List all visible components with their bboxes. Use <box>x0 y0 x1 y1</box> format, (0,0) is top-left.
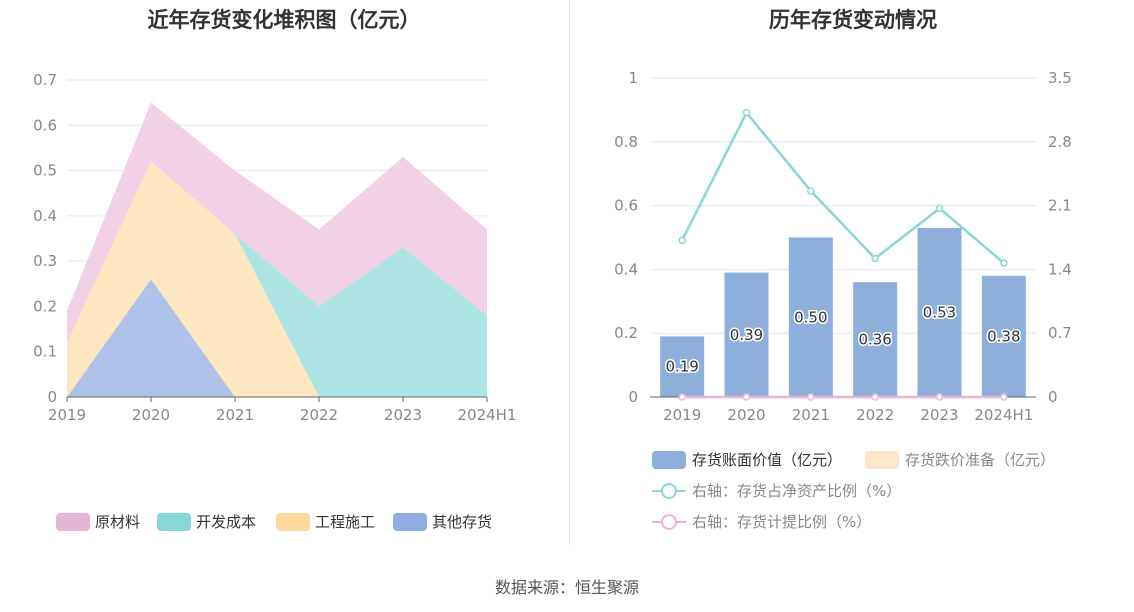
y-tick-label: 0 <box>47 388 57 406</box>
bar-inventory-book-value <box>788 237 833 397</box>
chart-title: 历年存货变动情况 <box>769 8 937 32</box>
line-point <box>1000 393 1008 401</box>
y-tick-label: 0.2 <box>33 297 57 315</box>
area-series-开发成本 <box>67 161 487 397</box>
bar-inventory-book-value <box>981 275 1026 397</box>
legend-swatch <box>652 451 686 469</box>
y-right-tick-label: 1.4 <box>1048 260 1072 278</box>
x-tick-label: 2020 <box>132 406 170 424</box>
line-point <box>807 393 815 401</box>
line-point <box>935 204 944 213</box>
legend-line-marker <box>661 514 677 530</box>
line-series-右轴：存货占净资产比例（%） <box>681 110 1005 264</box>
x-tick-label: 2021 <box>216 406 254 424</box>
legend-label: 开发成本 <box>196 513 256 531</box>
area-series-其他存货 <box>67 279 487 397</box>
bar-inventory-book-value <box>724 272 769 397</box>
line-point <box>742 393 751 401</box>
y-right-tick-label: 2.8 <box>1048 133 1072 151</box>
x-tick-label: 2024H1 <box>974 406 1033 424</box>
bar-data-label: 0.39 <box>730 326 763 344</box>
legend-line-marker <box>661 483 677 499</box>
y-tick-label: 0.6 <box>33 116 57 134</box>
legend-label: 工程施工 <box>315 513 375 531</box>
legend-label: 右轴：存货占净资产比例（%） <box>692 482 901 500</box>
y-tick-label: 0.4 <box>33 207 57 225</box>
y-tick-label: 0.5 <box>33 162 57 180</box>
bar-data-label: 0.36 <box>858 331 891 349</box>
x-tick-label: 2020 <box>727 406 765 424</box>
line-point <box>742 108 751 117</box>
x-tick-label: 2019 <box>48 406 86 424</box>
bar-inventory-book-value <box>853 282 898 397</box>
y-right-tick-label: 0 <box>1048 388 1058 406</box>
line-point <box>871 254 879 263</box>
line-point <box>871 393 879 401</box>
bar-data-label: 0.38 <box>987 327 1020 345</box>
x-tick-label: 2021 <box>792 406 830 424</box>
bar-data-label: 0.19 <box>665 358 698 376</box>
y-right-tick-label: 3.5 <box>1048 69 1072 87</box>
legend-label: 存货跌价准备（亿元） <box>905 451 1055 469</box>
area-series-原材料 <box>67 102 487 343</box>
legend-swatch <box>865 451 899 469</box>
x-tick-label: 2022 <box>856 406 894 424</box>
x-tick-label: 2019 <box>663 406 701 424</box>
y-right-tick-label: 0.7 <box>1048 324 1072 342</box>
line-point <box>807 187 815 195</box>
legend-swatch <box>276 513 310 531</box>
y-left-tick-label: 0.4 <box>614 260 638 278</box>
bar-inventory-book-value <box>660 336 705 397</box>
y-left-tick-label: 0.8 <box>614 133 638 151</box>
y-right-tick-label: 2.1 <box>1048 197 1072 215</box>
y-left-tick-label: 0 <box>628 388 638 406</box>
stacked-area-svg: 0 0.1 0.2 0.3 0.4 0.5 0.6 0.7 2019 2020 2021 2022 20… <box>33 71 517 531</box>
legend-label: 其他存货 <box>432 513 492 531</box>
legend-label: 原材料 <box>95 513 140 531</box>
x-tick-label: 2024H1 <box>458 406 517 424</box>
y-left-tick-label: 0.2 <box>614 324 638 342</box>
panel-divider <box>569 0 570 545</box>
chart-title: 近年存货变化堆积图（亿元） <box>147 8 421 32</box>
legend-label: 右轴：存货计提比例（%） <box>692 513 871 531</box>
legend-swatch <box>56 513 90 531</box>
x-tick-label: 2023 <box>920 406 958 424</box>
x-tick-label: 2023 <box>384 406 422 424</box>
y-tick-label: 0.1 <box>33 343 57 361</box>
line-point <box>678 236 686 244</box>
bar-inventory-book-value <box>917 227 962 397</box>
y-tick-label: 0.3 <box>33 252 57 270</box>
line-point <box>935 393 944 401</box>
line-point <box>678 393 686 401</box>
bar-line-svg: 0 0.2 0.4 0.6 0.8 1 0 0.7 1.4 2.1 2.8 3.5 0.19 0.39 0.… <box>614 69 1072 531</box>
legend-label: 存货账面价值（亿元） <box>692 451 842 469</box>
y-tick-label: 0.7 <box>33 71 57 89</box>
x-tick-label: 2022 <box>300 406 338 424</box>
inventory-change-bar-chart: 历年存货变动情况 0 0.2 0.4 0.6 0.8 1 0 0.7 1.4 2.1 2.8 3.5 0… <box>572 0 1134 545</box>
legend-swatch <box>157 513 191 531</box>
data-source-label: 数据来源：恒生聚源 <box>494 578 639 597</box>
area-series-工程施工 <box>67 161 487 397</box>
bar-data-label: 0.50 <box>794 308 827 326</box>
y-left-tick-label: 1 <box>628 69 638 87</box>
line-point <box>1000 259 1008 267</box>
bar-data-label: 0.53 <box>923 303 956 321</box>
y-left-tick-label: 0.6 <box>614 197 638 215</box>
legend-swatch <box>393 513 427 531</box>
inventory-stacked-area-chart: 近年存货变化堆积图（亿元） 0 0.1 0.2 0.3 0.4 0.5 0.6 0.7 2019… <box>0 0 568 545</box>
